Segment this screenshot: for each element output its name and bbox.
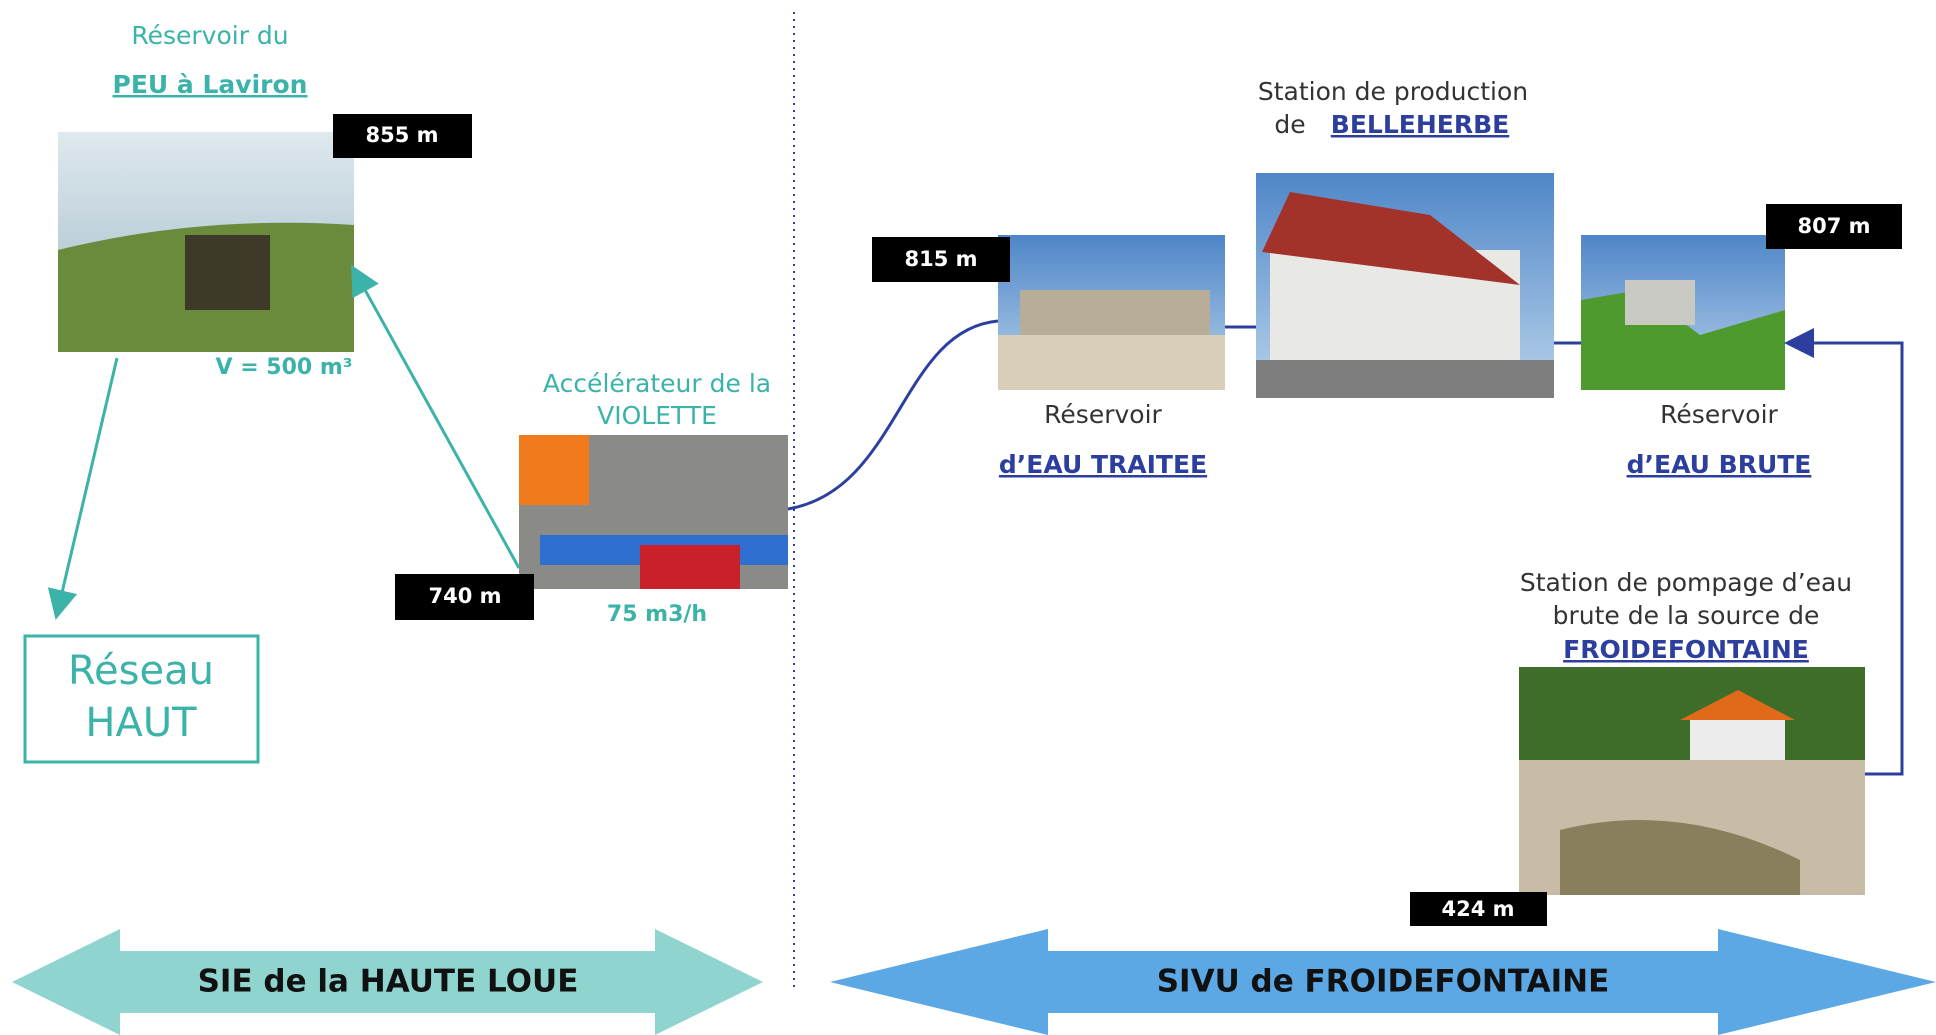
node-name: PEU à Laviron: [113, 70, 308, 99]
photo: [1581, 235, 1785, 390]
pipe: [788, 321, 998, 509]
node-note: 75 m3/h: [607, 602, 707, 627]
node-title: Accélérateur de la: [543, 369, 771, 398]
network-label: Réseau: [68, 648, 214, 694]
altitude: 740 m: [428, 584, 501, 608]
node-name: d’EAU BRUTE: [1627, 450, 1812, 479]
photo: [519, 435, 788, 589]
node-name: BELLEHERBE: [1331, 110, 1509, 139]
arrow: [57, 358, 117, 614]
node-name: d’EAU TRAITEE: [999, 450, 1207, 479]
node-note: V = 500 m³: [216, 355, 353, 380]
node-name: VIOLETTE: [597, 401, 717, 430]
diagram: Réservoir du PEU à Laviron 855 m V = 500…: [0, 0, 1936, 1035]
node-title: Réservoir: [1660, 400, 1778, 429]
photo: [998, 235, 1225, 390]
altitude: 815 m: [904, 247, 977, 271]
photo: [1256, 173, 1554, 398]
network-label: HAUT: [85, 700, 197, 746]
node-title: Réservoir: [1044, 400, 1162, 429]
node-title: Station de production: [1258, 77, 1528, 106]
altitude: 424 m: [1441, 897, 1514, 921]
altitude: 807 m: [1797, 214, 1870, 238]
group-label: SIE de la HAUTE LOUE: [198, 964, 579, 1000]
node-title: Station de pompage d’eau: [1520, 568, 1852, 597]
node-title: Réservoir du: [131, 21, 288, 50]
altitude: 855 m: [365, 123, 438, 147]
photo: [58, 132, 354, 352]
node-name: FROIDEFONTAINE: [1563, 635, 1809, 664]
node-title: de: [1274, 110, 1305, 139]
photo: [1519, 667, 1865, 895]
group-label: SIVU de FROIDEFONTAINE: [1157, 964, 1610, 1000]
arrow: [354, 270, 519, 568]
node-title: brute de la source de: [1553, 601, 1820, 630]
